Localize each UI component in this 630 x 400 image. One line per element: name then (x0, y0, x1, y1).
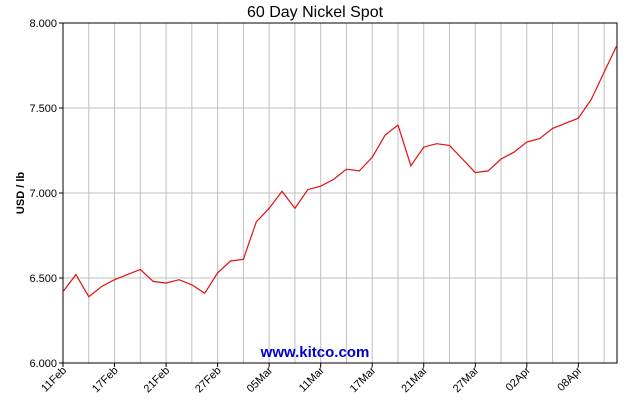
y-tick-label: 6.500 (29, 273, 57, 285)
chart-title: 60 Day Nickel Spot (247, 4, 384, 21)
y-axis-label: USD / lb (15, 172, 27, 214)
y-tick-label: 8.000 (29, 18, 57, 30)
line-series (62, 44, 618, 298)
plot-frame (62, 22, 618, 364)
watermark: www.kitco.com (260, 344, 370, 361)
y-tick-label: 6.000 (29, 358, 57, 370)
y-tick-label: 7.500 (29, 103, 57, 115)
y-tick-label: 7.000 (29, 188, 57, 200)
